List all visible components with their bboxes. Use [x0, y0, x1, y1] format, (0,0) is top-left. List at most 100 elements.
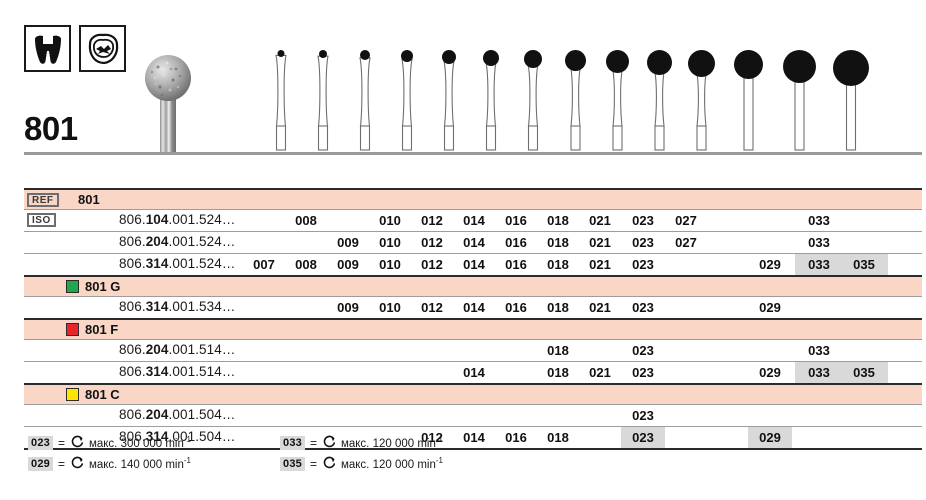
- size-cell[interactable]: 033: [808, 213, 830, 228]
- bur-shape: [519, 48, 547, 152]
- size-cell[interactable]: 016: [505, 257, 527, 272]
- size-cell[interactable]: 018: [547, 343, 569, 358]
- table-row[interactable]: 806.314.001.514… 014 018 021 023 029 033 035: [24, 362, 922, 383]
- row-rule: [24, 318, 922, 320]
- size-cell[interactable]: 023: [632, 235, 654, 250]
- size-cell[interactable]: 023: [632, 300, 654, 315]
- group-title-text: 801 F: [85, 322, 119, 337]
- size-cell[interactable]: 029: [759, 257, 781, 272]
- size-cell[interactable]: 033: [808, 365, 830, 380]
- group-rule-group-801-g: [24, 296, 922, 297]
- iso-code: 806.104.001.524…: [119, 212, 236, 227]
- size-cell[interactable]: 008: [295, 213, 317, 228]
- size-cell[interactable]: 018: [547, 430, 569, 445]
- table-row[interactable]: 806.314.001.534… 009 010 012 014 016 018 021 023…: [24, 297, 922, 318]
- bur-sample-large: [140, 51, 196, 160]
- page-title: 801: [24, 110, 78, 147]
- size-cell[interactable]: 029: [759, 430, 781, 445]
- size-cell[interactable]: 023: [632, 213, 654, 228]
- size-cell[interactable]: 010: [379, 300, 401, 315]
- size-cell[interactable]: 029: [759, 300, 781, 315]
- size-cell[interactable]: 016: [505, 213, 527, 228]
- size-cell[interactable]: 033: [808, 235, 830, 250]
- size-cell[interactable]: 016: [505, 430, 527, 445]
- size-cell[interactable]: 021: [589, 257, 611, 272]
- row-rule: [24, 253, 922, 254]
- size-highlight: [795, 362, 888, 383]
- table-row[interactable]: 806.204.001.514… 018 023 033: [24, 340, 922, 361]
- bur-shape: [268, 48, 294, 152]
- size-cell[interactable]: 010: [379, 213, 401, 228]
- iso-code: 806.204.001.524…: [119, 234, 236, 249]
- group-header-group-801-c[interactable]: 801 C: [24, 385, 922, 404]
- size-cell[interactable]: 035: [853, 365, 875, 380]
- row-rule: [24, 361, 922, 362]
- iso-code: 806.204.001.514…: [119, 342, 236, 357]
- size-cell[interactable]: 012: [421, 257, 443, 272]
- size-cell[interactable]: 016: [505, 300, 527, 315]
- group-header-group-801-f[interactable]: 801 F: [24, 320, 922, 339]
- size-cell[interactable]: 012: [421, 235, 443, 250]
- size-cell[interactable]: 009: [337, 235, 359, 250]
- size-cell[interactable]: 014: [463, 430, 485, 445]
- size-cell[interactable]: 014: [463, 213, 485, 228]
- group-header-group-801-g[interactable]: 801 G: [24, 277, 922, 296]
- footnote-equals: =: [57, 456, 65, 471]
- size-cell[interactable]: 027: [675, 213, 697, 228]
- table-row[interactable]: 806.204.001.524… 009 010 012 014 016 018 021 023…: [24, 232, 922, 253]
- footnote-item: 029 = макс. 140 000 min-1: [28, 456, 280, 471]
- size-cell[interactable]: 018: [547, 235, 569, 250]
- size-cell[interactable]: 014: [463, 235, 485, 250]
- size-cell[interactable]: 027: [675, 235, 697, 250]
- bur-shape: [352, 48, 378, 152]
- size-cell[interactable]: 021: [589, 235, 611, 250]
- size-cell[interactable]: 021: [589, 365, 611, 380]
- size-highlight: [748, 427, 792, 448]
- size-cell[interactable]: 033: [808, 343, 830, 358]
- size-cell[interactable]: 021: [589, 213, 611, 228]
- bur-shape: [601, 48, 634, 152]
- size-cell[interactable]: 012: [421, 300, 443, 315]
- size-cell[interactable]: 023: [632, 430, 654, 445]
- footnote-item: 033 = макс. 120 000 min-1: [280, 435, 443, 450]
- size-cell[interactable]: 018: [547, 365, 569, 380]
- size-cell[interactable]: 014: [463, 257, 485, 272]
- size-cell[interactable]: 014: [463, 300, 485, 315]
- size-cell[interactable]: 023: [632, 257, 654, 272]
- rotation-speed-icon: [70, 435, 85, 450]
- size-cell[interactable]: 010: [379, 235, 401, 250]
- group-header-group-801[interactable]: REF 801: [24, 190, 922, 209]
- table-row[interactable]: ISO 806.104.001.524… 008 010 012 014 016 018 021…: [24, 210, 922, 231]
- color-swatch: [66, 323, 79, 336]
- iso-code: 806.204.001.504…: [119, 407, 236, 422]
- bur-shape: [436, 48, 462, 152]
- table-row[interactable]: 806.314.001.504… 012 014 016 018 023 029: [24, 427, 922, 448]
- size-cell[interactable]: 018: [547, 213, 569, 228]
- size-cell[interactable]: 021: [589, 300, 611, 315]
- size-cell[interactable]: 008: [295, 257, 317, 272]
- size-cell[interactable]: 033: [808, 257, 830, 272]
- size-cell[interactable]: 023: [632, 343, 654, 358]
- size-cell[interactable]: 016: [505, 235, 527, 250]
- group-rule-group-801: [24, 209, 922, 210]
- size-cell[interactable]: 029: [759, 365, 781, 380]
- size-cell[interactable]: 009: [337, 300, 359, 315]
- size-cell[interactable]: 018: [547, 300, 569, 315]
- size-cell[interactable]: 009: [337, 257, 359, 272]
- bur-shape: [828, 48, 874, 152]
- size-cell[interactable]: 023: [632, 365, 654, 380]
- table-row[interactable]: 806.204.001.504… 023: [24, 405, 922, 426]
- size-cell[interactable]: 010: [379, 257, 401, 272]
- iso-code: 806.314.001.504…: [119, 429, 236, 444]
- size-cell[interactable]: 012: [421, 430, 443, 445]
- table-row[interactable]: 806.314.001.524… 007 008 009 010 012 014 016 018…: [24, 254, 922, 275]
- size-cell[interactable]: 023: [632, 408, 654, 423]
- size-cell[interactable]: 014: [463, 365, 485, 380]
- color-swatch: [66, 388, 79, 401]
- size-cell[interactable]: 018: [547, 257, 569, 272]
- ref-badge: REF: [27, 193, 59, 207]
- size-cell[interactable]: 012: [421, 213, 443, 228]
- indication-icons: [24, 25, 126, 72]
- size-cell[interactable]: 035: [853, 257, 875, 272]
- size-cell[interactable]: 007: [253, 257, 275, 272]
